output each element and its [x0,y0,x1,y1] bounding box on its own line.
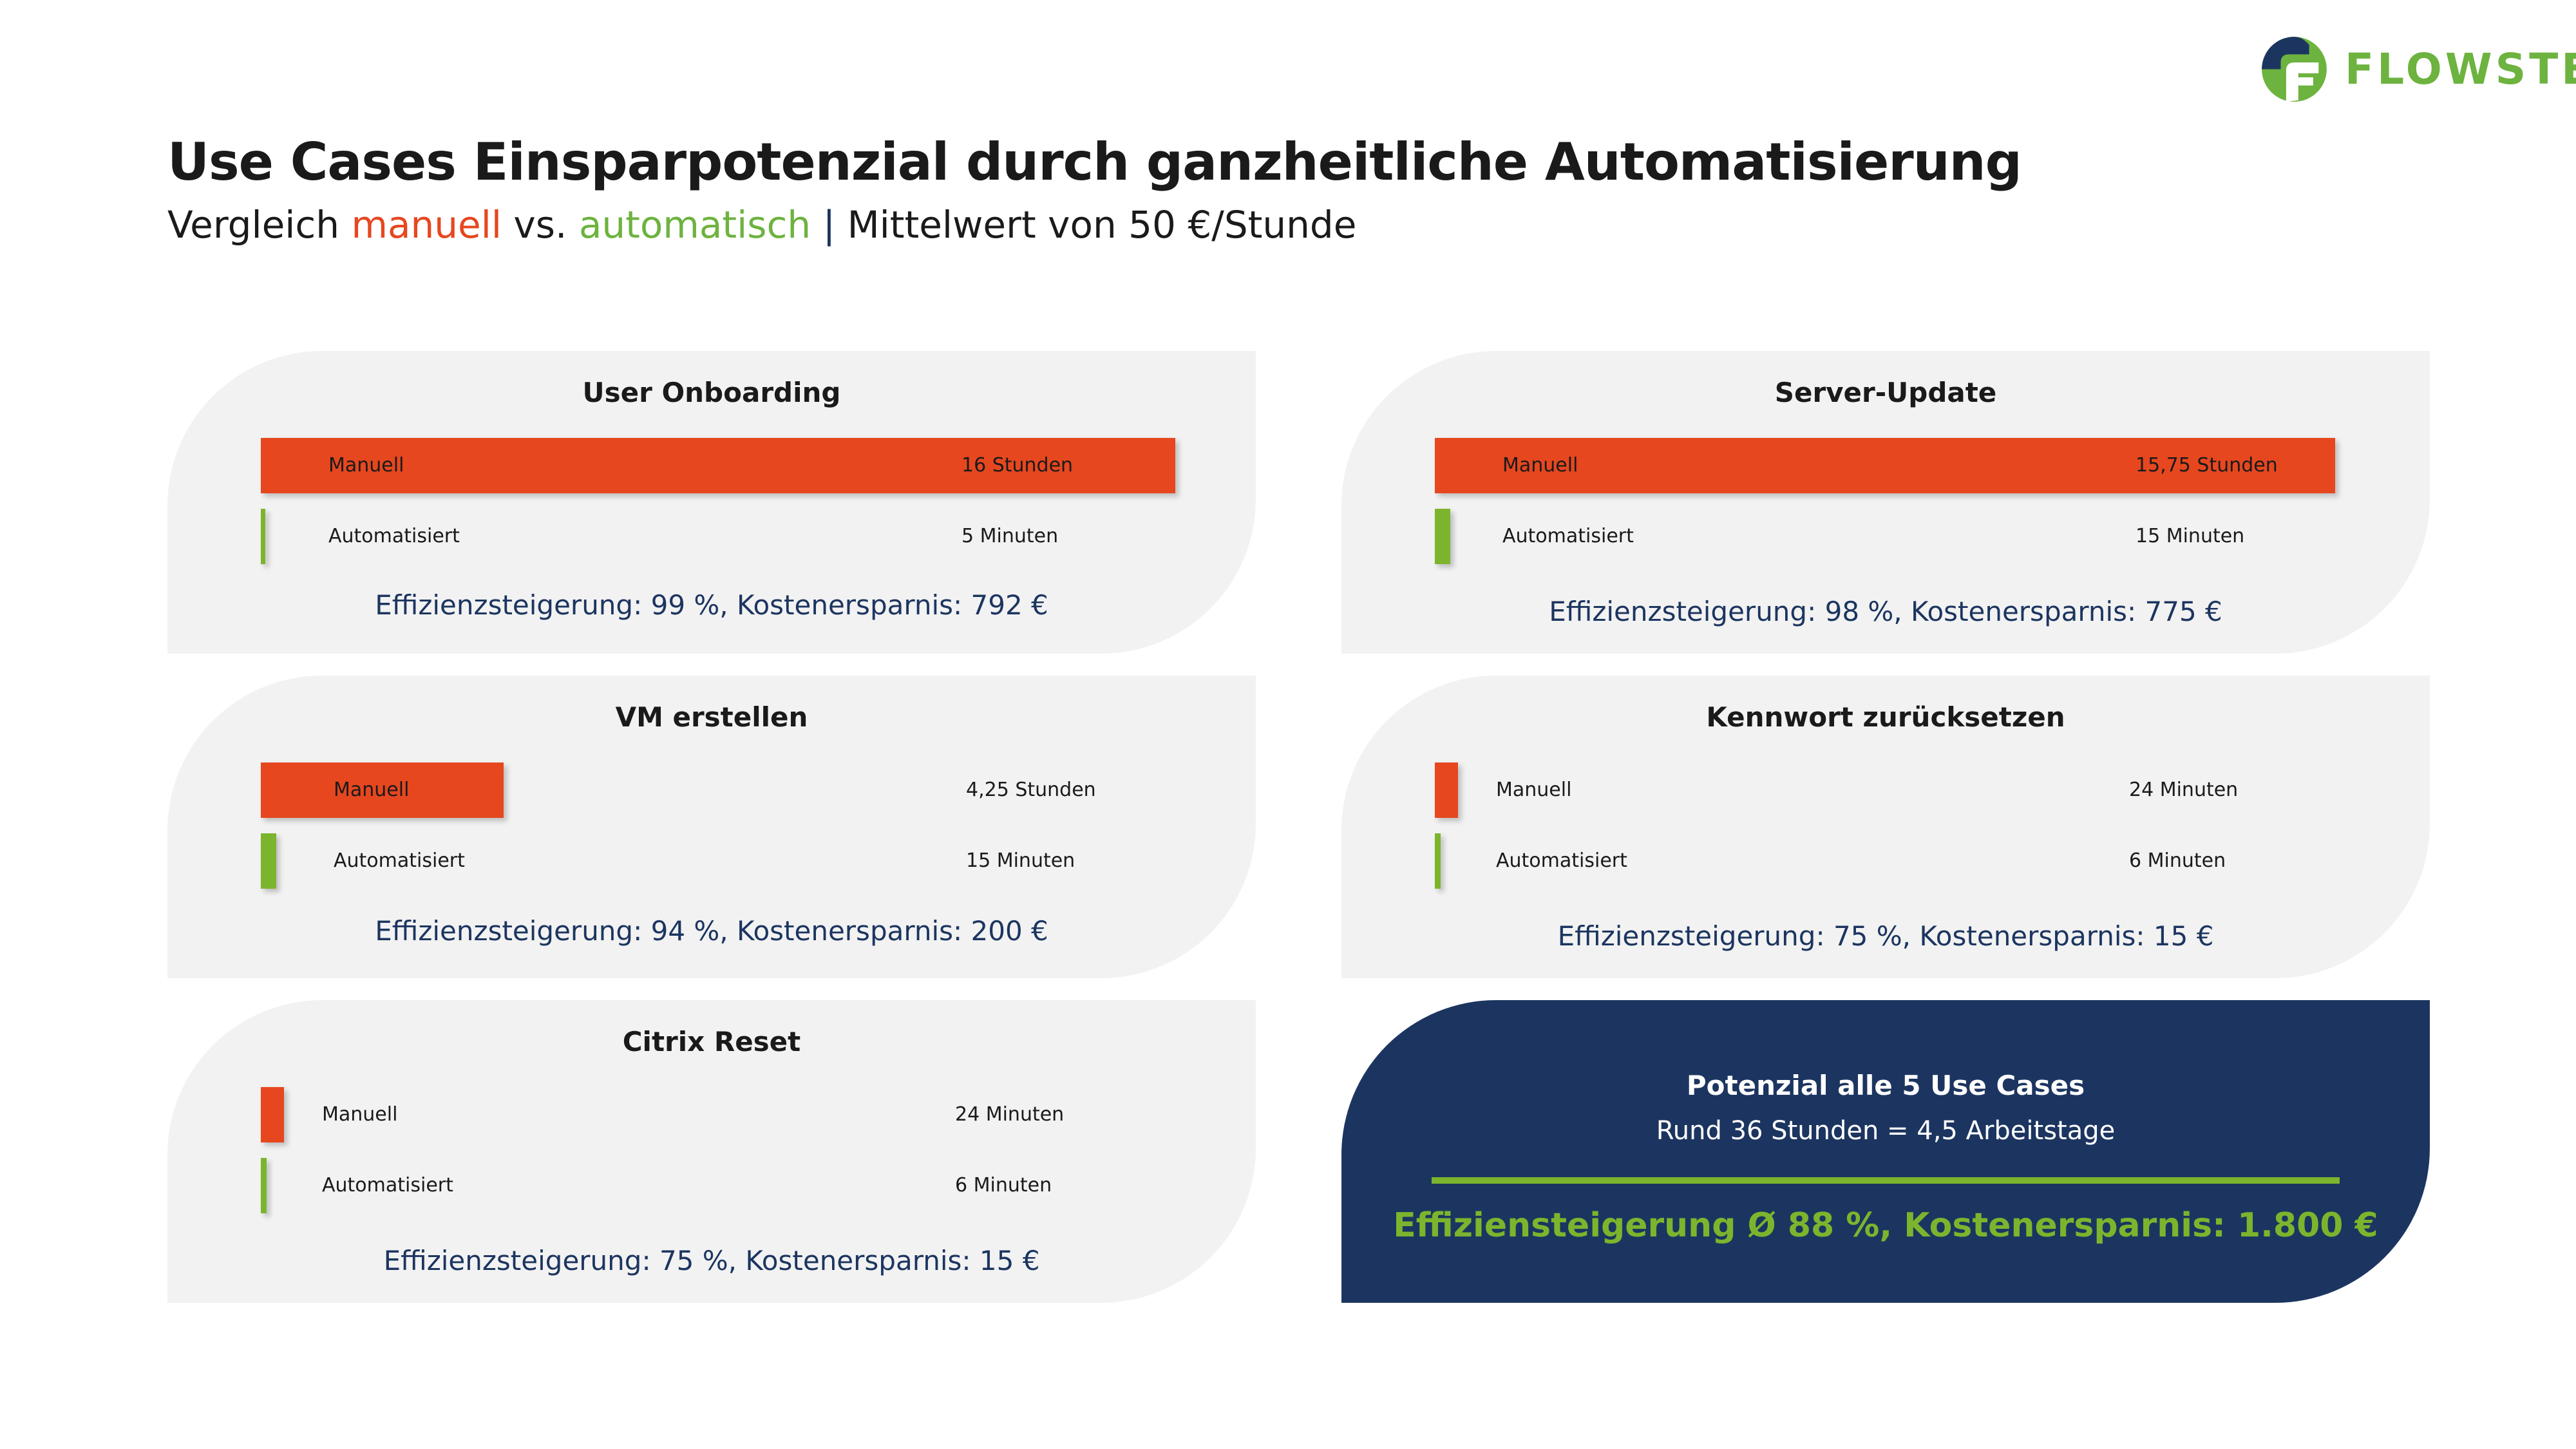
manual-value: 16 Stunden [961,454,1074,477]
use-case-card-kennwort-zuruecksetzen: Kennwort zurücksetzen Manuell 24 Minuten… [1341,676,2430,978]
automated-label: Automatisiert [1502,525,1634,547]
subtitle-automatisch: automatisch [578,203,811,247]
use-case-card-vm-erstellen: VM erstellen Manuell 4,25 Stunden Automa… [167,676,1256,978]
subtitle-vs: vs. [501,203,579,247]
total-potential-card: Potenzial alle 5 Use Cases Rund 36 Stund… [1341,1000,2430,1303]
total-subtitle: Rund 36 Stunden = 4,5 Arbeitstage [1656,1116,2116,1146]
subtitle-prefix: Vergleich [167,203,352,247]
manual-label: Manuell [322,1103,398,1126]
card-title: VM erstellen [615,701,808,733]
automated-bar [1435,833,1441,889]
flowster-logo: FLOWSTER [2260,35,2576,103]
automated-value: 6 Minuten [955,1174,1052,1197]
subtitle-rate: Mittelwert von 50 €/Stunde [847,203,1357,247]
manual-value: 15,75 Stunden [2136,454,2278,477]
subtitle-manuell: manuell [351,203,502,247]
manual-value: 4,25 Stunden [966,779,1096,801]
brand-name: FLOWSTER [2345,44,2576,94]
automated-label: Automatisiert [1496,849,1627,872]
card-summary: Effizienzsteigerung: 98 %, Kostenersparn… [1549,596,2222,627]
automated-value: 5 Minuten [961,525,1059,547]
manual-label: Manuell [1496,779,1572,801]
manual-label: Manuell [328,454,404,477]
page-subtitle: Vergleich manuell vs. automatisch | Mitt… [167,203,1356,247]
card-summary: Effizienzsteigerung: 99 %, Kostenersparn… [375,589,1048,621]
total-title: Potenzial alle 5 Use Cases [1686,1070,2085,1101]
page-title: Use Cases Einsparpotenzial durch ganzhei… [167,132,2022,192]
card-summary: Effizienzsteigerung: 75 %, Kostenersparn… [1557,920,2214,952]
automated-label: Automatisiert [328,525,460,547]
manual-bar [261,762,504,818]
manual-value: 24 Minuten [2129,779,2239,801]
automated-bar [261,1158,267,1213]
subtitle-separator: | [811,203,848,247]
automated-label: Automatisiert [322,1174,453,1197]
card-summary: Effizienzsteigerung: 75 %, Kostenersparn… [383,1245,1040,1276]
total-divider [1432,1177,2340,1184]
manual-bar [261,438,1175,493]
card-title: Citrix Reset [622,1026,801,1057]
automated-label: Automatisiert [334,849,465,872]
manual-bar [1435,762,1458,818]
automated-bar [1435,509,1450,564]
manual-bar [1435,438,2335,493]
automated-bar [261,833,276,889]
use-case-card-server-update: Server-Update Manuell 15,75 Stunden Auto… [1341,351,2430,654]
manual-value: 24 Minuten [955,1103,1065,1126]
use-case-card-citrix-reset: Citrix Reset Manuell 24 Minuten Automati… [167,1000,1256,1303]
flowster-logo-icon [2262,37,2327,102]
automated-value: 15 Minuten [966,849,1075,872]
use-case-card-user-onboarding: User Onboarding Manuell 16 Stunden Autom… [167,351,1256,654]
automated-bar [261,509,265,564]
total-result: Effiziensteigerung Ø 88 %, Kostenersparn… [1393,1206,2378,1245]
card-title: User Onboarding [582,377,841,408]
card-title: Server-Update [1774,377,1997,408]
manual-label: Manuell [334,779,410,801]
manual-label: Manuell [1502,454,1578,477]
automated-value: 15 Minuten [2136,525,2245,547]
automated-value: 6 Minuten [2129,849,2226,872]
card-summary: Effizienzsteigerung: 94 %, Kostenersparn… [375,915,1048,947]
card-title: Kennwort zurücksetzen [1706,701,2065,733]
manual-bar [261,1087,284,1142]
